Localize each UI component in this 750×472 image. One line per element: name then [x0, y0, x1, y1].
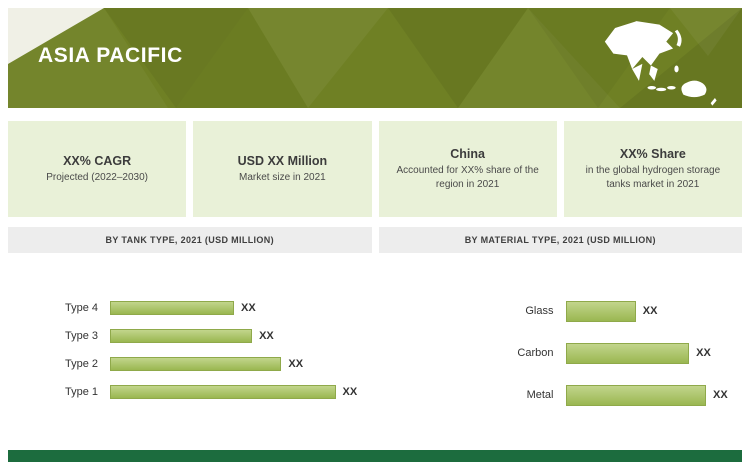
tank-type-bar-chart: Type 4 XX Type 3 XX Type 2 XX Type 1 XX	[8, 258, 372, 432]
category-label: Glass	[525, 305, 554, 317]
value-label: XX	[288, 358, 304, 370]
stat-title: XX% CAGR	[63, 153, 132, 168]
section-header-material-type: BY MATERIAL TYPE, 2021 (USD MILLION)	[378, 227, 742, 253]
category-label: Type 3	[64, 330, 98, 342]
page-title: ASIA PACIFIC	[38, 44, 183, 67]
stat-title: XX% Share	[619, 146, 686, 161]
stat-title: China	[450, 146, 485, 161]
bar-track: XX	[565, 300, 707, 322]
bar-track: XX	[110, 301, 336, 315]
stats-row: XX% CAGR Projected (2022–2030) USD XX Mi…	[8, 121, 742, 217]
bar: XX	[110, 357, 303, 371]
value-label: XX	[241, 302, 256, 314]
value-label: XX	[713, 389, 728, 401]
bar-track: XX	[110, 329, 336, 343]
stat-card-global-share: XX% Share in the global hydrogen storage…	[563, 121, 742, 217]
value-label: XX	[259, 330, 274, 342]
bar-row: Carbon XX	[379, 332, 743, 374]
bar-row: Metal XX	[379, 374, 743, 416]
stat-title: USD XX Million	[237, 153, 328, 168]
bar-track: XX	[110, 357, 336, 371]
category-label: Carbon	[517, 347, 554, 359]
category-label: Type 4	[64, 302, 98, 314]
material-type-bar-chart: Glass XX Carbon XX Metal XX	[379, 258, 743, 432]
bar-row: Type 1 XX	[8, 378, 372, 406]
category-label: Metal	[526, 389, 554, 401]
bar-track: XX	[565, 342, 711, 364]
bar-row: Glass XX	[379, 290, 743, 332]
banner: ASIA PACIFIC	[8, 8, 742, 108]
stat-card-china: China Accounted for XX% share of the reg…	[378, 121, 557, 217]
bar: XX	[565, 342, 711, 364]
category-label: Type 1	[64, 386, 98, 398]
bar: XX	[565, 300, 657, 322]
stat-card-market-size: USD XX Million Market size in 2021	[193, 121, 372, 217]
bar: XX	[565, 384, 728, 406]
footer-accent-bar	[8, 450, 742, 462]
asia-pacific-map-icon	[604, 21, 717, 106]
bar-row: Type 3 XX	[8, 322, 372, 350]
stat-card-cagr: XX% CAGR Projected (2022–2030)	[8, 121, 187, 217]
bar-row: Type 4 XX	[8, 294, 372, 322]
section-headers-row: BY TANK TYPE, 2021 (USD MILLION) BY MATE…	[8, 227, 742, 253]
stat-subtitle: Projected (2022–2030)	[46, 171, 148, 183]
value-label: XX	[642, 305, 658, 317]
bar-track: XX	[110, 385, 357, 399]
bar: XX	[110, 385, 357, 399]
value-label: XX	[696, 347, 711, 359]
value-label: XX	[342, 386, 358, 398]
stat-subtitle: Market size in 2021	[239, 171, 326, 183]
charts-row: Type 4 XX Type 3 XX Type 2 XX Type 1 XX Glass XX…	[8, 258, 742, 432]
bar: XX	[110, 329, 274, 343]
section-header-tank-type: BY TANK TYPE, 2021 (USD MILLION)	[8, 227, 372, 253]
bar-row: Type 2 XX	[8, 350, 372, 378]
stat-subtitle: Accounted for XX% share of the region in…	[396, 164, 539, 190]
bar-track: XX	[565, 384, 728, 406]
stat-subtitle: in the global hydrogen storage tanks mar…	[585, 164, 721, 190]
bar: XX	[110, 301, 256, 315]
category-label: Type 2	[64, 358, 98, 370]
